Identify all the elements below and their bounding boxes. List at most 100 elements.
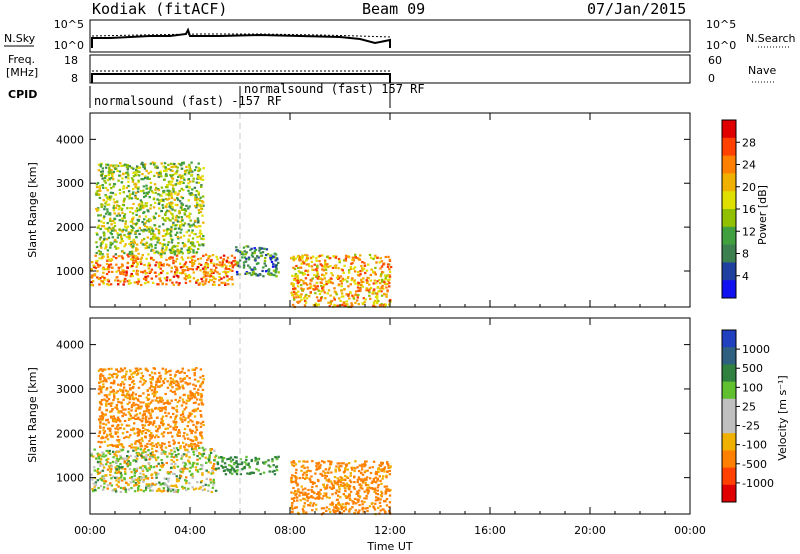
power-echo-cell	[204, 263, 207, 266]
power-echo-cell	[109, 246, 112, 249]
power-echo-cell	[174, 216, 178, 219]
power-echo-cell	[236, 273, 239, 276]
power-echo-cell	[199, 269, 202, 272]
velocity-echo-cell	[323, 474, 327, 477]
power-echo-cell	[206, 263, 210, 266]
power-echo-cell	[245, 272, 249, 275]
power-echo-cell	[164, 205, 167, 208]
velocity-echo-cell	[350, 466, 353, 469]
velocity-echo-cell	[148, 468, 151, 471]
velocity-echo-cell	[304, 491, 307, 494]
velocity-echo-cell	[111, 460, 115, 464]
power-echo-cell	[147, 267, 151, 270]
velocity-echo-cell	[343, 486, 346, 489]
velocity-echo-cell	[200, 401, 203, 404]
power-echo-cell	[98, 283, 101, 286]
velocity-echo-cell	[183, 419, 187, 422]
velocity-echo-cell	[125, 435, 128, 438]
power-echo-cell	[306, 287, 309, 290]
power-echo-cell	[96, 263, 100, 266]
velocity-echo-cell	[163, 401, 166, 405]
velocity-echo-cell	[247, 462, 250, 465]
power-echo-cell	[138, 226, 141, 229]
power-echo-cell	[339, 275, 343, 278]
velocity-echo-cell	[123, 436, 126, 439]
velocity-echo-cell	[299, 491, 302, 494]
power-echo-cell	[154, 264, 157, 267]
power-echo-cell	[125, 186, 129, 189]
velocity-echo-cell	[325, 492, 328, 495]
velocity-echo-cell	[343, 483, 347, 487]
power-echo-cell	[213, 269, 217, 272]
power-echo-cell	[145, 246, 149, 249]
velocity-echo-cell	[290, 510, 294, 514]
power-echo-cell	[129, 210, 132, 213]
power-colorbar-cell	[722, 226, 736, 246]
velocity-echo-cell	[130, 406, 133, 409]
velocity-echo-cell	[115, 479, 118, 482]
velocity-echo-cell	[233, 470, 236, 473]
velocity-echo-cell	[144, 458, 147, 461]
power-echo-cell	[215, 263, 219, 266]
power-echo-cell	[254, 248, 258, 251]
velocity-echo-cell	[147, 409, 151, 412]
velocity-echo-cell	[117, 401, 120, 404]
power-echo-cell	[269, 258, 273, 261]
power-echo-cell	[203, 265, 206, 268]
velocity-echo-cell	[214, 468, 217, 472]
power-echo-cell	[245, 251, 248, 254]
velocity-echo-cell	[122, 394, 125, 397]
velocity-echo-cell	[167, 412, 170, 415]
power-echo-cell	[365, 269, 369, 272]
power-echo-cell	[121, 256, 124, 259]
velocity-echo-cell	[155, 445, 159, 448]
velocity-echo-cell	[105, 463, 108, 466]
velocity-echo-cell	[175, 409, 178, 412]
power-echo-cell	[136, 273, 139, 276]
power-echo-cell	[118, 170, 121, 173]
velocity-echo-cell	[275, 465, 279, 468]
power-echo-cell	[380, 265, 384, 268]
velocity-echo-cell	[149, 437, 152, 440]
power-echo-cell	[123, 216, 126, 219]
velocity-echo-cell	[121, 393, 124, 396]
power-echo-cell	[136, 261, 139, 264]
power-echo-cell	[188, 216, 191, 219]
power-echo-cell	[274, 253, 278, 256]
power-echo-cell	[103, 276, 106, 279]
velocity-echo-cell	[112, 390, 116, 393]
power-echo-cell	[144, 215, 148, 218]
power-echo-cell	[197, 209, 201, 212]
power-echo-cell	[103, 205, 107, 208]
power-echo-cell	[183, 178, 186, 181]
power-echo-cell	[99, 163, 103, 166]
power-echo-cell	[174, 265, 177, 268]
power-echo-cell	[178, 251, 181, 254]
velocity-echo-cell	[153, 454, 156, 457]
velocity-echo-cell	[348, 488, 351, 491]
power-echo-cell	[198, 168, 202, 171]
velocity-echo-cell	[175, 458, 179, 462]
power-echo-cell	[158, 277, 162, 280]
velocity-echo-cell	[166, 399, 169, 402]
velocity-echo-cell	[188, 428, 192, 431]
velocity-echo-cell	[217, 467, 220, 470]
velocity-echo-cell	[127, 408, 131, 411]
velocity-echo-cell	[127, 411, 130, 414]
power-echo-cell	[129, 232, 132, 235]
velocity-echo-cell	[139, 380, 142, 383]
power-echo-cell	[121, 250, 124, 253]
power-echo-cell	[294, 273, 298, 276]
velocity-echo-cell	[142, 413, 145, 416]
velocity-echo-cell	[196, 454, 199, 458]
velocity-echo-cell	[151, 409, 154, 413]
power-echo-cell	[144, 272, 147, 275]
velocity-echo-cell	[376, 479, 379, 482]
power-echo-cell	[122, 173, 125, 176]
power-echo-cell	[191, 264, 194, 268]
velocity-echo-cell	[302, 505, 306, 508]
velocity-echo-cell	[166, 455, 169, 458]
power-echo-cell	[107, 230, 110, 233]
power-echo-cell	[196, 265, 200, 269]
velocity-echo-cell	[101, 451, 104, 454]
